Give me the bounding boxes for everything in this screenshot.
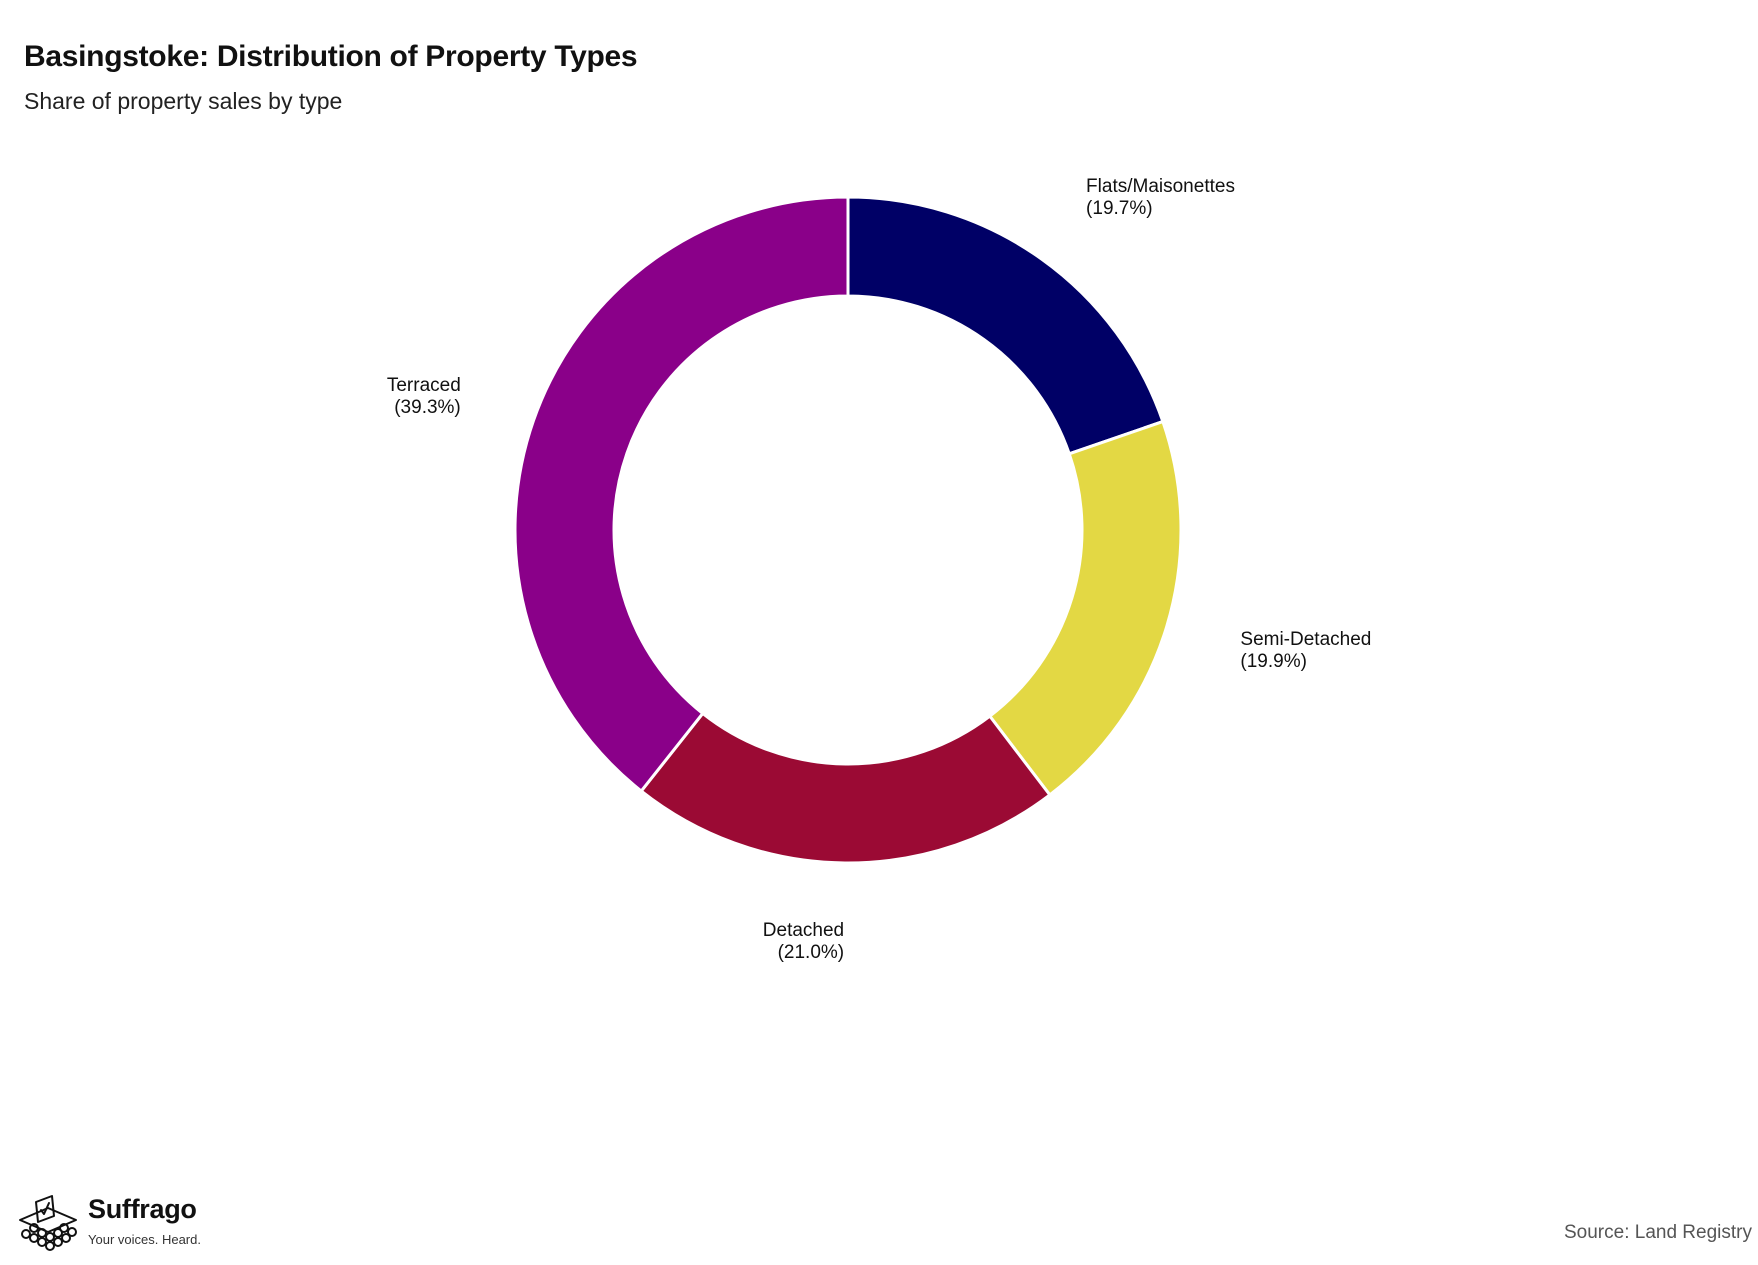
slice-label-terraced: Terraced (39.3%) — [387, 375, 461, 418]
slice-label-value: (21.0%) — [778, 942, 845, 963]
slice-label-value: (19.9%) — [1240, 651, 1307, 672]
brand-tagline: Your voices. Heard. — [88, 1232, 201, 1247]
slice-terraced — [513, 195, 850, 794]
slice-detached — [639, 711, 1052, 865]
slice-label-value: (19.7%) — [1086, 198, 1153, 219]
donut-labels: Flats/Maisonettes (19.7%)Semi-Detached (19… — [387, 176, 1371, 963]
slice-label-detached: Detached (21.0%) — [763, 920, 844, 963]
slice-flats-maisonettes — [846, 195, 1165, 456]
slice-label-semi-detached: Semi-Detached (19.9%) — [1240, 629, 1371, 672]
slice-label-value: (39.3%) — [394, 397, 461, 418]
slice-label-name: Terraced — [387, 375, 461, 396]
source-note: Source: Land Registry — [1564, 1222, 1752, 1243]
ballot-box-icon — [19, 1195, 77, 1251]
donut-slices — [513, 195, 1183, 865]
chart-title: Basingstoke: Distribution of Property Ty… — [24, 40, 638, 73]
slice-label-name: Flats/Maisonettes — [1086, 176, 1235, 197]
chart-subtitle: Share of property sales by type — [24, 88, 343, 114]
slice-label-name: Semi-Detached — [1240, 629, 1371, 650]
brand-name: Suffrago — [88, 1194, 197, 1224]
brand-logo: Suffrago Your voices. Heard. — [14, 1190, 214, 1256]
slice-label-flats-maisonettes: Flats/Maisonettes (19.7%) — [1086, 176, 1235, 219]
slice-label-name: Detached — [763, 920, 844, 941]
slice-semi-detached — [987, 419, 1183, 798]
